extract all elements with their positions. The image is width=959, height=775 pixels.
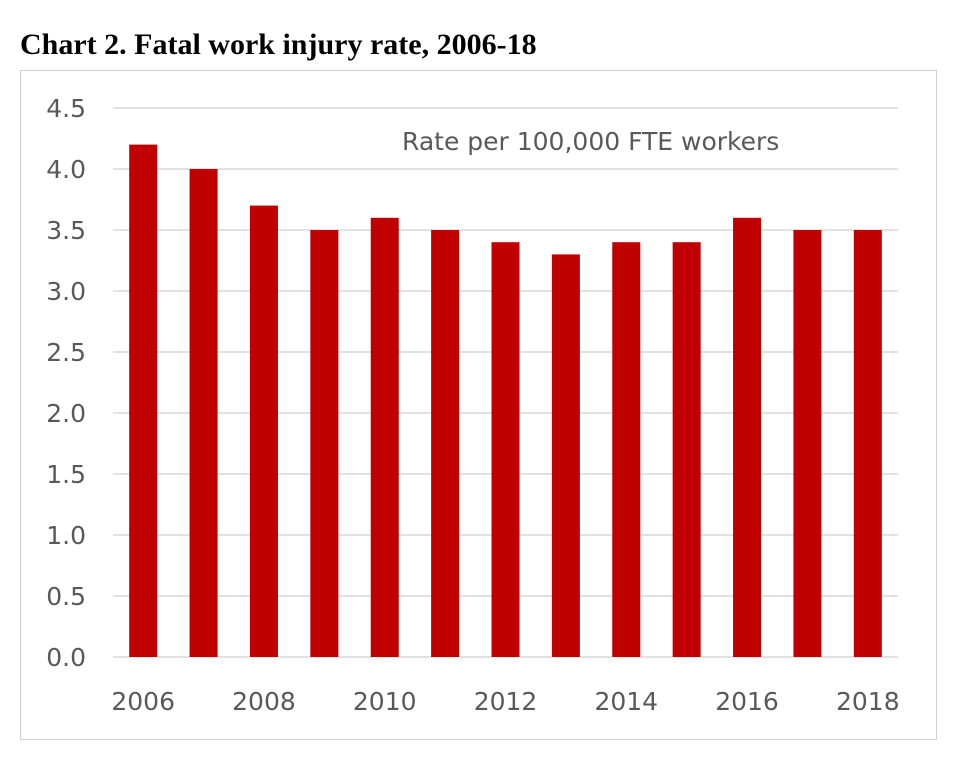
x-tick-label: 2010 xyxy=(353,687,417,716)
y-tick-label: 4.5 xyxy=(46,94,86,123)
bar-2018 xyxy=(853,230,882,657)
x-tick-label: 2008 xyxy=(232,687,296,716)
x-tick-label: 2006 xyxy=(111,687,175,716)
bar-2015 xyxy=(672,242,701,657)
y-axis-tick-labels: 0.0 0.5 1.0 1.5 2.0 2.5 3.0 3.5 4.0 4.5 xyxy=(46,94,86,672)
y-tick-label: 2.5 xyxy=(46,338,86,367)
y-tick-label: 0.0 xyxy=(46,643,86,672)
y-tick-label: 3.0 xyxy=(46,277,86,306)
bar-2016 xyxy=(733,217,762,658)
bar-2007 xyxy=(189,169,218,657)
x-tick-label: 2014 xyxy=(594,687,658,716)
y-tick-label: 2.0 xyxy=(46,399,86,428)
bars xyxy=(129,144,882,658)
bar-2006 xyxy=(129,144,158,658)
bar-2017 xyxy=(793,230,822,657)
chart-area xyxy=(20,70,937,740)
y-tick-label: 1.0 xyxy=(46,521,86,550)
bar-2010 xyxy=(370,217,399,658)
x-tick-label: 2012 xyxy=(474,687,538,716)
bar-2012 xyxy=(491,242,520,657)
chart-annotation: Rate per 100,000 FTE workers xyxy=(402,127,779,156)
bar-2008 xyxy=(249,205,278,657)
bar-2009 xyxy=(310,230,339,657)
chart-title: Chart 2. Fatal work injury rate, 2006-18 xyxy=(20,28,537,61)
y-tick-label: 4.0 xyxy=(46,155,86,184)
x-tick-label: 2016 xyxy=(715,687,779,716)
x-axis-tick-labels: 2006 2008 2010 2012 2014 2016 2018 xyxy=(111,687,899,716)
bar-2011 xyxy=(431,230,460,657)
y-tick-label: 3.5 xyxy=(46,216,86,245)
bar-2014 xyxy=(612,242,641,657)
y-tick-label: 0.5 xyxy=(46,582,86,611)
x-tick-label: 2018 xyxy=(836,687,900,716)
bar-2013 xyxy=(551,254,580,657)
y-tick-label: 1.5 xyxy=(46,460,86,489)
